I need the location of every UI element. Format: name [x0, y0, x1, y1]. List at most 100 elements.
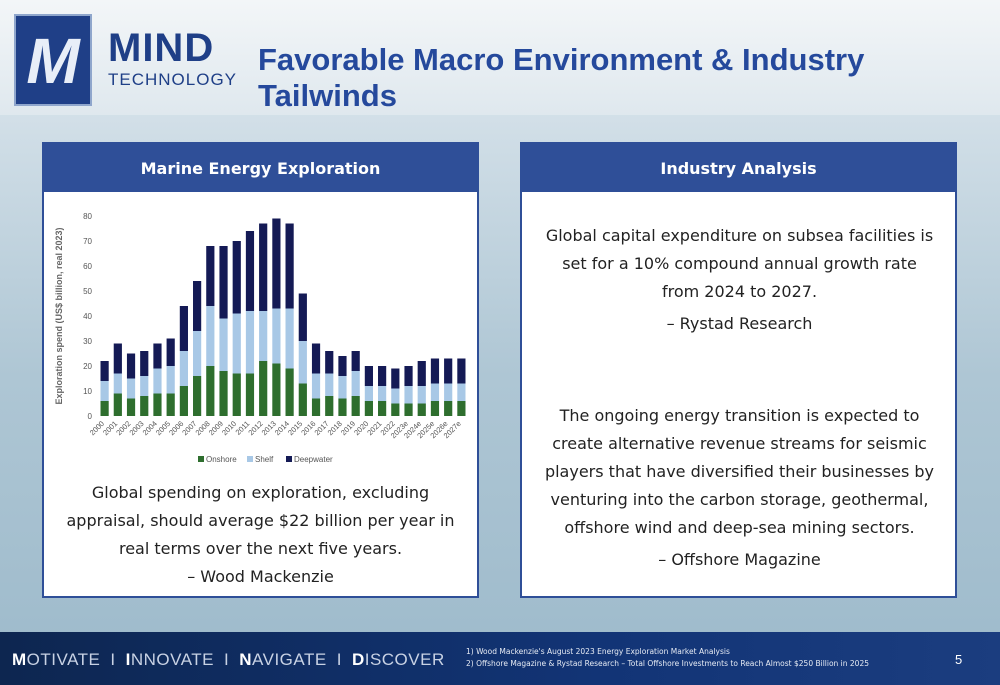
bar-segment-shelf [298, 341, 307, 384]
y-tick-label: 40 [83, 312, 92, 321]
chart-svg: 0 10 20 30 40 50 60 70 80 Exploration spend (US$ … [54, 212, 466, 464]
exploration-spend-chart: 0 10 20 30 40 50 60 70 80 Exploration spend (US$ … [50, 204, 475, 470]
quote-line: create alternative revenue streams for s… [552, 434, 927, 453]
footnotes: 1) Wood Mackenzie's August 2023 Energy E… [466, 646, 869, 670]
bar-segment-deepwater [378, 366, 387, 386]
bar-segment-onshore [140, 396, 149, 416]
bar-segment-onshore [391, 403, 400, 416]
company-logo-mark: M [14, 14, 92, 106]
tagline-separator: I [336, 650, 342, 669]
bar-segment-deepwater [153, 343, 162, 369]
bar-segment-deepwater [444, 358, 453, 384]
bar-segment-deepwater [417, 361, 426, 386]
bar-segment-onshore [259, 361, 268, 416]
bar-segment-onshore [298, 383, 307, 416]
bar-segment-deepwater [140, 351, 149, 376]
bar-segment-onshore [166, 393, 175, 416]
quote-line: set for a 10% compound annual growth rat… [562, 254, 917, 273]
legend-swatch [286, 456, 292, 462]
footnote: 2) Offshore Magazine & Rystad Research –… [466, 659, 869, 668]
bar-segment-shelf [245, 311, 255, 374]
quote-attribution: – Wood Mackenzie [187, 567, 334, 586]
y-tick-label: 70 [83, 237, 92, 246]
panel-heading: Industry Analysis [522, 144, 955, 192]
bar-segment-deepwater [113, 343, 122, 374]
bar-segment-deepwater [285, 223, 294, 309]
bar-segment-onshore [153, 393, 162, 416]
tagline-word: INNOVATE [125, 650, 215, 669]
tagline-word: NAVIGATE [239, 650, 327, 669]
bar-segment-deepwater [100, 361, 109, 381]
marine-exploration-panel: Marine Energy Exploration 0 10 20 30 40 50 60 7… [42, 142, 479, 598]
bar-segment-onshore [457, 401, 466, 416]
bar-segment-deepwater [325, 351, 334, 374]
bar-segment-shelf [166, 366, 175, 394]
svg-text:M: M [26, 25, 81, 95]
bar-segment-deepwater [232, 241, 241, 314]
bar-segment-shelf [153, 368, 162, 394]
bar-segment-deepwater [259, 223, 268, 311]
bar-segment-deepwater [219, 246, 228, 319]
bar-segment-onshore [311, 398, 321, 416]
legend-swatch [198, 456, 204, 462]
bar-segment-shelf [391, 388, 400, 404]
header-band [0, 0, 1000, 115]
quote-line: from 2024 to 2027. [661, 282, 818, 301]
quote-line: real terms over the next five years. [118, 539, 403, 558]
y-axis-label: Exploration spend (US$ billion, real 202… [54, 227, 64, 404]
offshore-magazine-quote: The ongoing energy transition is expecte… [544, 402, 935, 574]
bar-segment-onshore [378, 401, 387, 416]
legend-label: Onshore [206, 455, 237, 464]
y-tick-label: 50 [83, 287, 92, 296]
bar-segment-onshore [430, 401, 440, 416]
tagline-word: MOTIVATE [12, 650, 101, 669]
page-title: Favorable Macro Environment & Industry T… [258, 42, 865, 113]
bar-segment-shelf [457, 383, 466, 401]
quote-line: offshore wind and deep-sea mining sector… [564, 518, 915, 537]
bar-segment-deepwater [206, 246, 215, 306]
bar-segment-deepwater [193, 281, 202, 331]
footnote: 1) Wood Mackenzie's August 2023 Energy E… [466, 647, 730, 656]
bar-segment-onshore [113, 393, 122, 416]
bar-segment-onshore [126, 398, 136, 416]
quote-attribution: – Offshore Magazine [658, 550, 821, 569]
bar-segment-onshore [364, 401, 373, 416]
logo-text-main: MIND [108, 26, 215, 70]
footer-bar: MOTIVATE I INNOVATE I NAVIGATE I DISCOVER 1) W… [0, 632, 1000, 685]
legend-swatch [247, 456, 253, 462]
quote-line: Global capital expenditure on subsea fac… [545, 226, 934, 245]
bar-segment-deepwater [311, 343, 321, 374]
bar-segment-deepwater [391, 368, 400, 389]
bar-segment-shelf [126, 378, 136, 399]
bar-segment-shelf [325, 373, 334, 396]
bar-segment-onshore [285, 368, 294, 416]
bar-segment-deepwater [404, 366, 413, 386]
bar-segment-deepwater [272, 218, 281, 309]
bar-segment-shelf [351, 371, 360, 396]
quote-line: players that have diversified their busi… [544, 462, 935, 481]
logo-text-sub: TECHNOLOGY [108, 70, 238, 89]
bar-segment-onshore [272, 363, 281, 416]
bar-segment-deepwater [166, 338, 175, 366]
logo-m-icon: M [26, 25, 81, 95]
bar-segment-onshore [404, 403, 413, 416]
bar-segment-deepwater [430, 358, 440, 384]
bar-segment-onshore [179, 386, 188, 416]
bar-segment-deepwater [126, 353, 136, 379]
y-tick-label: 0 [88, 412, 93, 421]
bar-segment-deepwater [298, 293, 307, 341]
bar-segment-shelf [272, 308, 281, 364]
bar-segment-onshore [351, 396, 360, 416]
bar-segment-shelf [179, 351, 188, 386]
bar-segment-shelf [232, 313, 241, 374]
quote-line: The ongoing energy transition is expecte… [559, 406, 920, 425]
bar-segment-shelf [193, 331, 202, 376]
bar-segment-deepwater [364, 366, 373, 386]
bar-segment-shelf [404, 386, 413, 404]
bar-segment-deepwater [338, 356, 347, 376]
bar-segment-shelf [140, 376, 149, 396]
tagline-separator: I [110, 650, 116, 669]
wood-mackenzie-quote: Global spending on exploration, excludin… [54, 479, 467, 591]
bar-segment-deepwater [457, 358, 466, 384]
bar-segment-onshore [193, 376, 202, 416]
